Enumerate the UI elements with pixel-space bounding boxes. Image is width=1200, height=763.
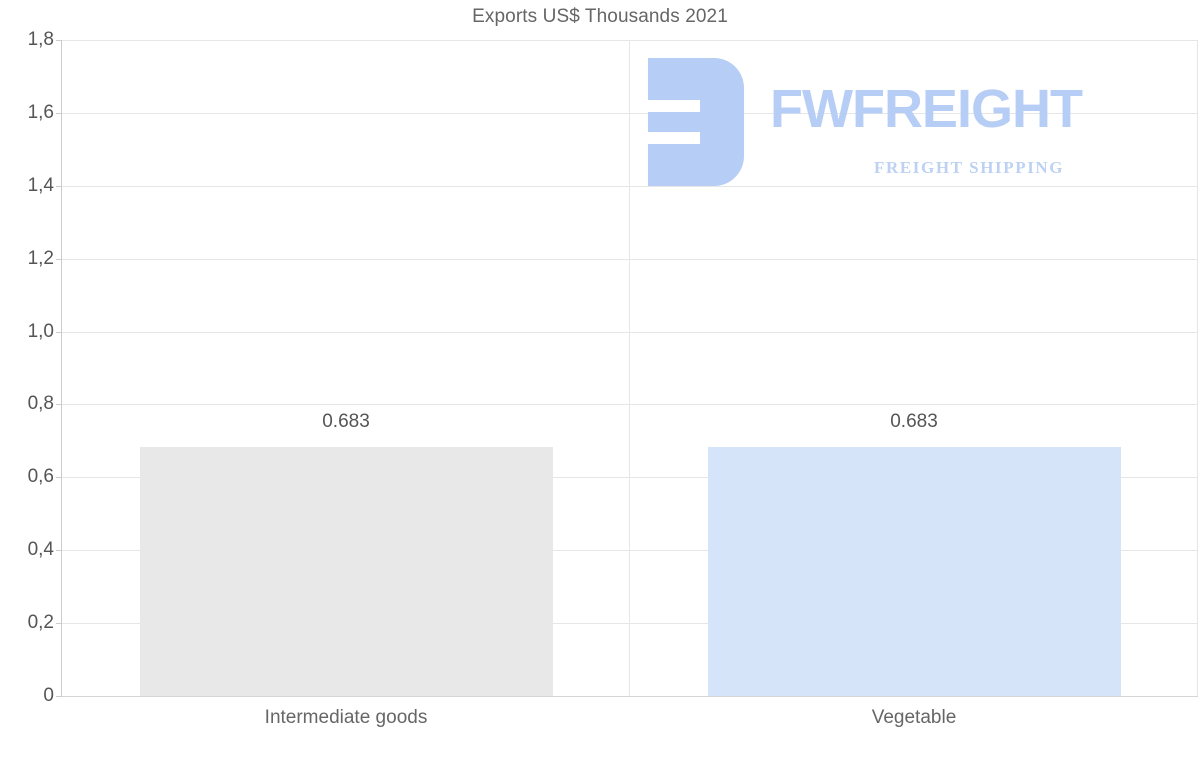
y-axis-tick-mark <box>56 186 62 187</box>
gridline <box>62 477 1198 478</box>
chart-title: Exports US$ Thousands 2021 <box>472 6 728 27</box>
y-axis-tick-label: 1,0 <box>27 321 54 342</box>
y-axis-tick-label: 1,8 <box>27 29 54 50</box>
y-axis-line <box>61 40 62 697</box>
y-axis-tick-labels: 0 0,2 0,4 0,6 0,8 1,0 1,2 1,4 1,6 1,8 <box>0 0 54 763</box>
gridline <box>62 550 1198 551</box>
y-axis-tick-label: 1,2 <box>27 248 54 269</box>
gridline <box>62 696 1198 697</box>
category-divider <box>629 40 630 696</box>
y-axis-tick-mark <box>56 477 62 478</box>
y-axis-tick-mark <box>56 623 62 624</box>
x-axis-category-label: Intermediate goods <box>264 707 428 728</box>
y-axis-tick-mark <box>56 404 62 405</box>
y-axis-tick-label: 0,6 <box>27 466 54 487</box>
y-axis-tick-mark <box>56 550 62 551</box>
gridline <box>62 404 1198 405</box>
bar-value-label: 0.683 <box>890 411 938 432</box>
gridline <box>62 332 1198 333</box>
y-axis-tick-mark <box>56 696 62 697</box>
category-divider <box>1197 40 1198 696</box>
bar[interactable] <box>708 447 1121 696</box>
gridline <box>62 40 1198 41</box>
bar-value-label: 0.683 <box>322 411 370 432</box>
gridline <box>62 113 1198 114</box>
y-axis-tick-label: 0,2 <box>27 612 54 633</box>
gridline <box>62 623 1198 624</box>
y-axis-tick-label: 0 <box>43 685 54 706</box>
x-axis-category-label: Vegetable <box>871 707 957 728</box>
bar[interactable] <box>140 447 553 696</box>
y-axis-tick-label: 0,8 <box>27 393 54 414</box>
y-axis-tick-label: 1,6 <box>27 102 54 123</box>
gridline <box>62 259 1198 260</box>
y-axis-tick-mark <box>56 332 62 333</box>
y-axis-tick-label: 0,4 <box>27 539 54 560</box>
y-axis-tick-mark <box>56 113 62 114</box>
y-axis-tick-mark <box>56 259 62 260</box>
y-axis-tick-mark <box>56 40 62 41</box>
plot-area <box>62 40 1198 697</box>
gridline <box>62 186 1198 187</box>
y-axis-tick-label: 1,4 <box>27 175 54 196</box>
